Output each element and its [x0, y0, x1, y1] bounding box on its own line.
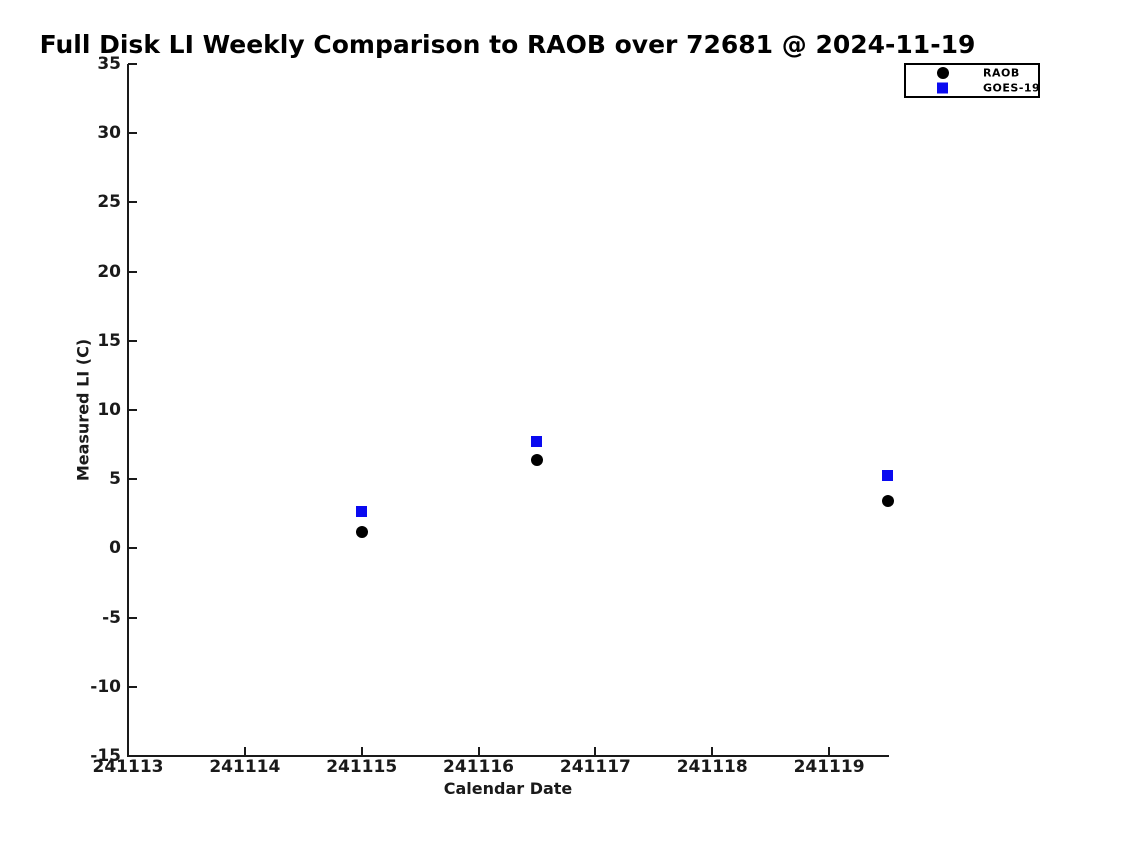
x-tick-mark	[127, 747, 129, 756]
chart-title: Full Disk LI Weekly Comparison to RAOB o…	[39, 30, 976, 59]
y-tick-label: 35	[97, 54, 121, 74]
circle-marker-icon	[937, 67, 949, 79]
legend-item-raob: RAOB	[906, 66, 1038, 80]
y-tick-label: -10	[90, 676, 121, 697]
x-axis-line	[127, 755, 889, 757]
x-tick-mark	[828, 747, 831, 756]
x-tick-label: 241115	[326, 757, 398, 777]
legend-label: RAOB	[983, 66, 1020, 80]
y-tick-mark	[128, 409, 137, 411]
y-tick-mark	[128, 547, 137, 550]
x-tick-label: 241116	[443, 757, 515, 777]
x-tick-mark	[243, 747, 246, 756]
y-tick-label: 15	[97, 330, 121, 351]
data-point-goes-19	[531, 436, 543, 448]
data-point-raob	[530, 453, 543, 466]
x-tick-label: 241114	[209, 757, 281, 777]
data-point-raob	[881, 495, 894, 508]
y-tick-label: 30	[97, 123, 121, 144]
y-tick-mark	[128, 478, 137, 481]
y-tick-mark	[128, 63, 137, 65]
y-tick-label: -15	[90, 746, 121, 766]
x-tick-mark	[711, 747, 714, 756]
data-point-goes-19	[882, 469, 893, 481]
y-tick-label: 0	[109, 538, 121, 559]
x-tick-label: 241117	[559, 757, 631, 777]
x-tick-mark	[360, 747, 363, 756]
y-tick-mark	[128, 685, 137, 688]
x-tick-label: 241119	[793, 757, 865, 777]
data-point-goes-19	[356, 505, 368, 517]
x-tick-mark	[477, 747, 480, 756]
y-tick-label: -5	[102, 607, 121, 628]
y-tick-label: 5	[109, 469, 121, 490]
y-tick-mark	[128, 616, 137, 619]
x-axis-label: Calendar Date	[443, 779, 573, 798]
y-tick-label: 25	[97, 192, 121, 213]
y-tick-mark	[128, 132, 137, 135]
y-tick-mark	[128, 339, 137, 342]
square-marker-icon	[937, 82, 948, 94]
y-axis-label: Measured LI (C)	[73, 338, 93, 482]
legend-item-goes-19: GOES-19	[906, 81, 1041, 95]
y-tick-label: 10	[97, 400, 121, 420]
x-tick-mark	[594, 747, 597, 756]
legend-label: GOES-19	[983, 81, 1041, 95]
y-tick-mark	[128, 270, 137, 273]
legend: RAOB GOES-19	[904, 63, 1040, 98]
x-tick-label: 241113	[92, 757, 164, 777]
y-tick-label: 20	[97, 261, 121, 282]
data-point-raob	[355, 525, 368, 538]
y-tick-mark	[128, 201, 137, 204]
x-tick-label: 241118	[676, 757, 748, 777]
y-tick-mark	[128, 755, 137, 757]
